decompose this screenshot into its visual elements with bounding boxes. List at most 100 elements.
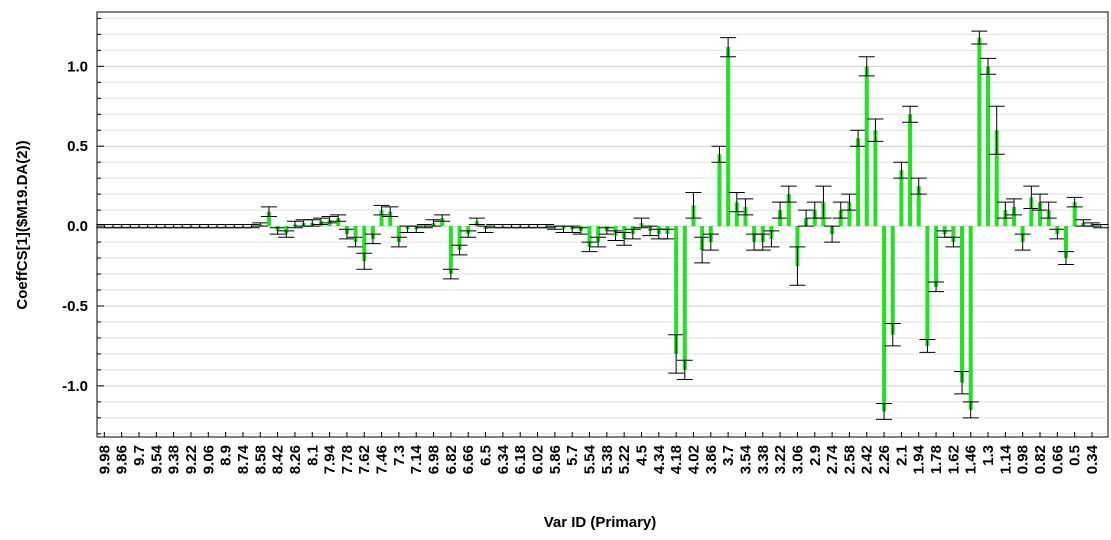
x-tick-label: 5.86 xyxy=(547,445,564,474)
bar xyxy=(942,226,947,235)
x-tick-label: 9.38 xyxy=(166,445,183,474)
x-tick-label: 5.54 xyxy=(582,444,599,474)
x-tick-label: 2.58 xyxy=(841,445,858,474)
bar xyxy=(396,226,401,243)
bar xyxy=(682,226,687,370)
x-tick-label: 1.46 xyxy=(963,445,980,474)
x-tick-label: 3.38 xyxy=(755,445,772,474)
x-tick-label: 7.62 xyxy=(356,445,373,474)
x-tick-label: 6.66 xyxy=(460,445,477,474)
x-tick-label: 3.22 xyxy=(772,445,789,474)
bar xyxy=(1029,197,1034,227)
x-tick-label: 8.58 xyxy=(252,445,269,474)
bar xyxy=(882,226,887,412)
bar xyxy=(353,226,358,243)
bar xyxy=(266,211,271,227)
bar xyxy=(336,218,341,227)
bar xyxy=(440,218,445,227)
x-tick-label: 4.5 xyxy=(633,445,650,466)
x-tick-label: 3.7 xyxy=(720,445,737,466)
bar xyxy=(899,170,904,227)
x-tick-label: 6.18 xyxy=(512,445,529,474)
bar xyxy=(968,226,973,410)
x-tick-label: 5.22 xyxy=(616,445,633,474)
x-tick-label: 0.34 xyxy=(1084,444,1101,474)
x-tick-label: 9.06 xyxy=(200,445,217,474)
bar xyxy=(379,210,384,227)
bar xyxy=(1072,202,1077,227)
x-tick-label: 8.9 xyxy=(218,445,235,466)
x-tick-label: 9.86 xyxy=(114,445,131,474)
y-tick-label: 0.5 xyxy=(67,138,88,155)
x-tick-label: 2.26 xyxy=(876,445,893,474)
x-tick-label: 3.06 xyxy=(789,445,806,474)
bar xyxy=(960,226,965,383)
x-tick-label: 1.62 xyxy=(945,445,962,474)
bar xyxy=(1012,206,1017,227)
x-tick-label: 6.82 xyxy=(443,445,460,474)
bar xyxy=(1064,226,1069,259)
x-tick-label: 1.94 xyxy=(911,444,928,474)
bar xyxy=(717,154,722,227)
y-tick-label: -0.5 xyxy=(62,298,88,315)
x-tick-label: 3.86 xyxy=(703,445,720,474)
bar xyxy=(908,114,913,227)
bar xyxy=(795,226,800,267)
y-tick-label: 0.0 xyxy=(67,218,88,235)
bar xyxy=(847,202,852,227)
bar xyxy=(596,226,601,243)
bar xyxy=(934,226,939,287)
x-tick-label: 0.98 xyxy=(1015,445,1032,474)
x-tick-label: 7.3 xyxy=(391,445,408,466)
bar xyxy=(986,66,991,227)
bar xyxy=(890,226,895,335)
x-tick-label: 6.5 xyxy=(478,445,495,466)
x-tick-label: 2.74 xyxy=(824,444,841,474)
bar xyxy=(448,226,453,275)
x-tick-label: 4.34 xyxy=(651,444,668,474)
x-tick-label: 7.14 xyxy=(408,444,425,474)
bar xyxy=(994,130,999,227)
plot-area xyxy=(96,11,1109,438)
x-tick-label: 8.74 xyxy=(235,444,252,474)
x-tick-label: 9.22 xyxy=(183,445,200,474)
bar xyxy=(284,226,289,235)
x-tick-label: 6.98 xyxy=(426,445,443,474)
x-tick-label: 9.7 xyxy=(131,445,148,466)
bar xyxy=(864,66,869,227)
bar xyxy=(388,211,393,227)
x-tick-label: 3.54 xyxy=(737,444,754,474)
bar xyxy=(457,226,462,251)
x-tick-label: 2.9 xyxy=(807,445,824,466)
x-tick-label: 4.02 xyxy=(685,445,702,474)
x-tick-label: 8.1 xyxy=(304,445,321,466)
x-tick-label: 8.26 xyxy=(287,445,304,474)
x-tick-label: 7.46 xyxy=(374,445,391,474)
x-tick-label: 2.1 xyxy=(893,445,910,466)
bar xyxy=(873,130,878,227)
y-tick-label: -1.0 xyxy=(62,378,88,395)
x-tick-label: 1.3 xyxy=(980,445,997,466)
x-tick-label: 1.14 xyxy=(997,444,1014,474)
x-tick-label: 8.42 xyxy=(270,445,287,474)
bar xyxy=(786,194,791,227)
x-tick-label: 6.34 xyxy=(495,444,512,474)
x-axis-title: Var ID (Primary) xyxy=(544,514,657,531)
y-axis-title: CoeffCS[1]($M19.DA(2)) xyxy=(14,140,31,309)
bar xyxy=(362,226,367,262)
x-tick-label: 9.98 xyxy=(96,445,113,474)
x-tick-label: 5.7 xyxy=(564,445,581,466)
bar xyxy=(370,226,375,239)
x-tick-label: 2.42 xyxy=(859,445,876,474)
x-tick-label: 7.94 xyxy=(322,444,339,474)
x-tick-label: 0.82 xyxy=(1032,445,1049,474)
bar xyxy=(743,206,748,227)
bar xyxy=(726,47,731,227)
x-tick-label: 0.5 xyxy=(1067,445,1084,466)
x-tick-label: 6.02 xyxy=(530,445,547,474)
bar xyxy=(916,186,921,227)
bar xyxy=(734,202,739,227)
x-tick-label: 9.54 xyxy=(148,444,165,474)
x-tick-label: 7.78 xyxy=(339,445,356,474)
